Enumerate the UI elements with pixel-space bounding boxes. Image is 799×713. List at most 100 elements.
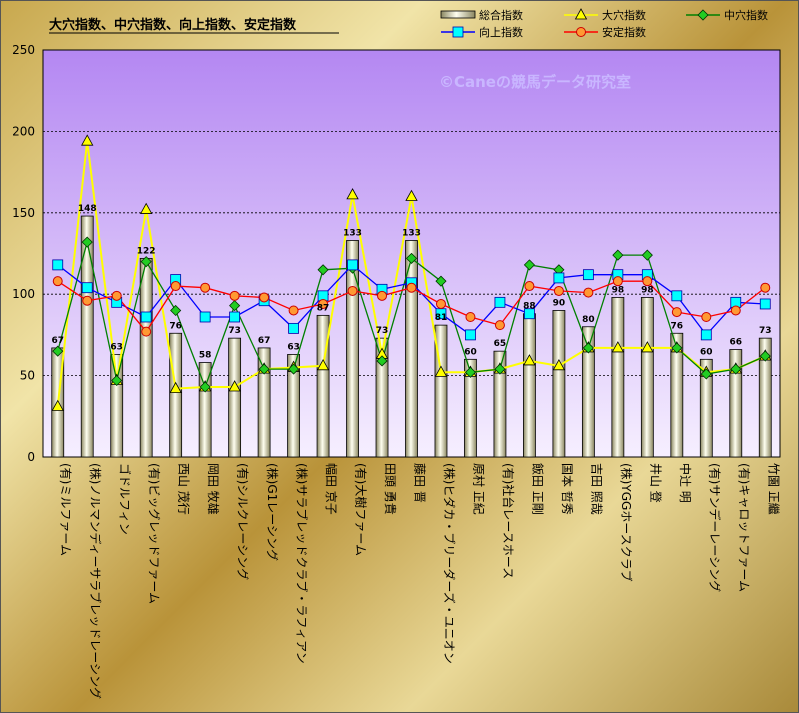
data-point <box>52 345 64 357</box>
data-point <box>612 249 624 261</box>
legend-marker <box>697 9 709 21</box>
data-point <box>730 305 741 316</box>
data-point <box>642 276 653 287</box>
data-point <box>524 281 535 292</box>
category-label: 井山 登 <box>648 463 663 503</box>
data-point <box>318 298 329 309</box>
category-label: 藤田 晋 <box>413 463 427 503</box>
bar-value-label: 60 <box>700 347 713 357</box>
bar-value-label: 98 <box>641 285 654 295</box>
y-tick-label: 200 <box>12 124 35 138</box>
category-label: (株)YGGホースクラブ <box>619 463 634 582</box>
data-point <box>141 326 152 337</box>
data-point <box>229 311 241 323</box>
bar-value-label: 90 <box>553 298 566 308</box>
chart-title: 大穴指数、中穴指数、向上指数、安定指数 <box>49 17 297 33</box>
bar <box>699 358 713 458</box>
bar <box>464 358 477 458</box>
data-point <box>405 189 418 201</box>
bar <box>758 337 772 458</box>
data-point <box>582 342 594 354</box>
data-point <box>169 381 182 394</box>
data-point <box>346 188 359 200</box>
data-point <box>494 363 506 375</box>
data-point <box>464 366 477 378</box>
data-point <box>759 298 771 310</box>
data-point <box>82 295 93 306</box>
data-point <box>347 285 358 296</box>
data-point <box>494 296 506 308</box>
data-point <box>435 298 446 309</box>
category-label: (有)シルクレーシング <box>236 463 250 580</box>
category-label: (有)大樹ファーム <box>354 463 368 556</box>
bar-value-label: 88 <box>523 302 536 312</box>
data-point <box>377 290 388 301</box>
y-tick-label: 150 <box>12 206 35 220</box>
data-point <box>583 287 594 298</box>
bar-value-label: 67 <box>51 336 64 346</box>
data-point <box>465 329 476 341</box>
bar <box>80 215 94 458</box>
bar-value-label: 87 <box>317 303 330 313</box>
category-label: 岡田 牧雄 <box>206 463 221 515</box>
bar <box>375 337 389 458</box>
category-label: 国本 哲秀 <box>560 463 574 515</box>
category-label: (有)キャロットファーム <box>737 463 751 592</box>
data-point <box>523 354 536 366</box>
data-point <box>434 365 448 377</box>
category-label: (株)ヒダカ・ブリーダーズ・ユニオン <box>442 463 457 664</box>
bar <box>110 354 124 458</box>
data-point <box>552 359 566 371</box>
legend-marker <box>574 8 588 20</box>
bar-value-label: 66 <box>730 338 743 348</box>
bar <box>257 347 271 458</box>
bar-value-label: 98 <box>612 285 625 295</box>
legend-marker <box>452 26 464 38</box>
data-point <box>52 276 63 287</box>
bar <box>139 257 153 458</box>
bar <box>640 297 654 458</box>
y-axis: 0 50 100 150 200 250 <box>12 43 35 464</box>
data-point <box>641 341 654 353</box>
data-point <box>140 202 153 214</box>
bar <box>729 349 743 458</box>
category-label: (有)サンデーレーシング <box>707 463 722 592</box>
bar-value-label: 76 <box>169 321 182 331</box>
data-point <box>199 311 211 323</box>
data-point <box>288 322 299 334</box>
legend-swatch <box>440 10 476 19</box>
data-point <box>759 350 771 362</box>
y-tick-label: 100 <box>12 287 35 301</box>
bar-value-label: 63 <box>287 342 300 352</box>
category-label: 竹園 正繼 <box>766 463 780 515</box>
data-point <box>199 381 211 393</box>
data-point <box>317 264 329 276</box>
data-point <box>170 304 182 317</box>
category-label: 飯田 正剛 <box>530 463 545 515</box>
legend-marker <box>576 27 586 37</box>
legend-label: 向上指数 <box>479 25 523 39</box>
bar <box>228 337 242 458</box>
data-point <box>111 290 122 301</box>
data-point <box>316 359 330 371</box>
data-point <box>435 275 447 287</box>
data-point <box>259 292 270 303</box>
bar <box>493 350 507 458</box>
category-label: (株)G1レーシング <box>265 463 280 561</box>
data-point <box>111 374 123 387</box>
category-label: 原村 正紀 <box>471 463 485 515</box>
data-point <box>701 311 712 322</box>
category-label: 吉田 照哉 <box>589 463 604 515</box>
category-label: (有)社台レースホース <box>501 463 516 579</box>
data-point <box>376 355 388 367</box>
bar-value-label: 73 <box>376 326 389 336</box>
watermark: ©Caneの競馬データ研究室 <box>439 73 631 91</box>
data-point <box>465 311 476 322</box>
bar-value-label: 133 <box>343 228 362 238</box>
bar-value-label: 63 <box>110 342 123 352</box>
data-point <box>671 307 682 318</box>
bar-value-label: 148 <box>78 204 97 214</box>
bar <box>581 326 595 458</box>
